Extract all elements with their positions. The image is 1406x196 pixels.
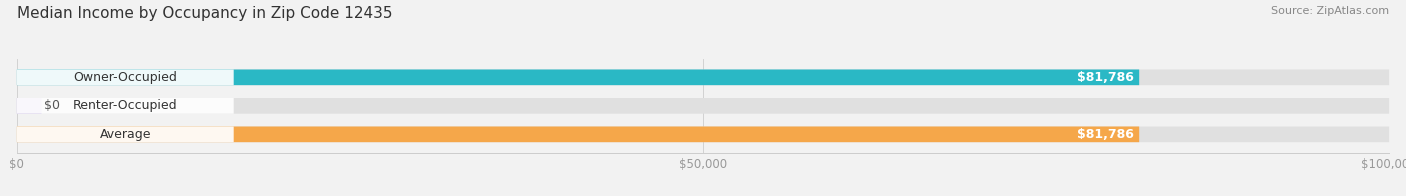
Text: Owner-Occupied: Owner-Occupied xyxy=(73,71,177,84)
Text: $81,786: $81,786 xyxy=(1077,71,1133,84)
Text: $81,786: $81,786 xyxy=(1077,128,1133,141)
Text: $0: $0 xyxy=(45,99,60,112)
FancyBboxPatch shape xyxy=(17,126,1139,142)
FancyBboxPatch shape xyxy=(17,98,1389,114)
FancyBboxPatch shape xyxy=(17,126,1389,142)
Text: Source: ZipAtlas.com: Source: ZipAtlas.com xyxy=(1271,6,1389,16)
FancyBboxPatch shape xyxy=(17,126,233,142)
FancyBboxPatch shape xyxy=(17,70,1139,85)
FancyBboxPatch shape xyxy=(17,70,1389,85)
Text: Renter-Occupied: Renter-Occupied xyxy=(73,99,177,112)
Text: Median Income by Occupancy in Zip Code 12435: Median Income by Occupancy in Zip Code 1… xyxy=(17,6,392,21)
FancyBboxPatch shape xyxy=(17,70,233,85)
FancyBboxPatch shape xyxy=(17,98,42,114)
FancyBboxPatch shape xyxy=(17,98,233,114)
Text: Average: Average xyxy=(100,128,150,141)
